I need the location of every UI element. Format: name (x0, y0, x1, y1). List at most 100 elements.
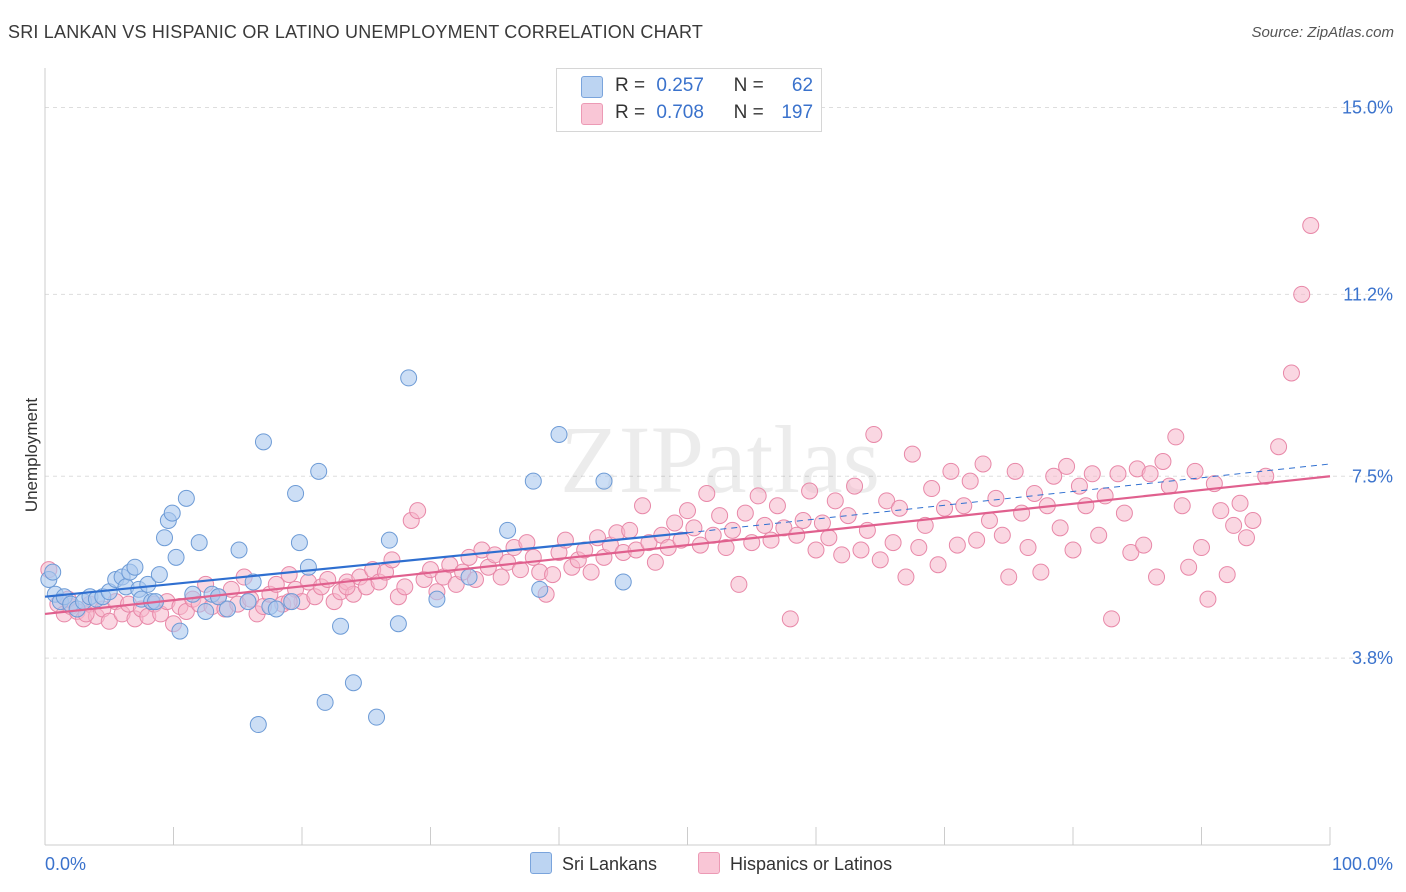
legend-label: Sri Lankans (562, 854, 658, 874)
legend-item-hispanics[interactable]: Hispanics or Latinos (698, 852, 892, 875)
legend-item-srilankans[interactable]: Sri Lankans (530, 852, 657, 875)
hispanic-point (980, 512, 998, 529)
hispanic-point (910, 539, 928, 557)
hispanic-point (672, 531, 690, 549)
hispanic-point (511, 561, 529, 579)
r-value: 0.257 (656, 75, 704, 96)
srilankan-point (249, 716, 267, 734)
hispanic-point (1032, 563, 1050, 581)
hispanic-point (820, 529, 838, 547)
srilankan-point (332, 617, 350, 635)
hispanic-point (1019, 539, 1037, 557)
hispanic-point (1212, 502, 1230, 520)
srilankan-point (244, 573, 262, 591)
hispanic-point (1090, 526, 1108, 544)
hispanic-point (1225, 516, 1243, 534)
srilankan-point (177, 489, 195, 507)
hispanic-point (1115, 504, 1133, 522)
hispanic-point (100, 612, 118, 630)
hispanic-point (813, 514, 831, 532)
hispanic-point (1270, 438, 1288, 456)
hispanic-point (280, 566, 298, 584)
legend-swatch-blue (581, 76, 603, 98)
hispanic-point (1237, 529, 1255, 547)
srilankan-point (524, 472, 542, 490)
hispanic-point (666, 514, 684, 532)
hispanic-point (1013, 504, 1031, 522)
hispanic-point (961, 472, 979, 490)
hispanic-point (1199, 590, 1217, 608)
hispanic-point (1025, 484, 1043, 502)
watermark: ZIPatlas (560, 406, 880, 513)
hispanic-point (993, 526, 1011, 544)
r-label: R = (615, 75, 646, 96)
srilankan-point (344, 674, 362, 692)
hispanic-point (987, 489, 1005, 507)
hispanic-point (1218, 566, 1236, 584)
n-value: 62 (791, 75, 814, 96)
srilankan-point (368, 708, 386, 726)
srilankan-trend-line (44, 531, 688, 598)
hispanic-point (807, 541, 825, 559)
srilankan-point (230, 541, 248, 559)
hispanic-point (871, 551, 889, 569)
hispanic-point (749, 487, 767, 505)
srilankan-point (184, 585, 202, 603)
srilankan-point (389, 615, 407, 633)
hispanic-point (878, 492, 896, 510)
hispanic-trend-line (44, 475, 1331, 616)
legend-swatch-pink (698, 852, 720, 874)
hispanic-point (865, 425, 883, 443)
hispanic-point (929, 556, 947, 574)
hispanic-point (698, 484, 716, 502)
hispanic-point (396, 578, 414, 596)
srilankan-point (44, 563, 62, 581)
hispanic-point (826, 492, 844, 510)
hispanic-point (1154, 453, 1172, 470)
hispanic-point (1122, 543, 1140, 561)
hispanic-point (1058, 457, 1076, 475)
y-tick-label: 11.2% (1343, 284, 1393, 304)
srilankan-point (126, 558, 144, 576)
hispanic-point (968, 531, 986, 549)
srilankan-point (400, 369, 418, 387)
srilankan-point (428, 590, 446, 608)
y-tick-label: 15.0% (1342, 98, 1393, 118)
hispanic-point (775, 519, 793, 537)
hispanic-point (1193, 539, 1210, 557)
hispanic-point (634, 497, 652, 515)
srilankan-point (150, 566, 168, 584)
hispanic-point (518, 534, 536, 552)
hispanic-point (1257, 467, 1275, 485)
r-value: 0.708 (656, 102, 704, 123)
hispanic-point (544, 566, 562, 584)
legend-swatch-blue (530, 852, 552, 874)
srilankan-point (595, 472, 613, 490)
hispanic-point (1173, 497, 1191, 515)
hispanic-point (1180, 558, 1198, 576)
srilankan-point (287, 484, 305, 502)
hispanic-point (1051, 519, 1069, 537)
srilankan-point (254, 433, 272, 451)
hispanic-point (730, 575, 748, 593)
hispanic-point (409, 502, 427, 520)
hispanic-point (1083, 465, 1101, 483)
srilankan-point (283, 593, 301, 611)
x-tick-label: 100.0% (1332, 854, 1393, 874)
srilankan-point (310, 462, 328, 480)
hispanic-point (1103, 610, 1121, 628)
hispanic-point (640, 534, 658, 552)
hispanic-point (1006, 462, 1024, 480)
srilankan-point (531, 580, 549, 598)
hispanic-point (711, 507, 729, 525)
hispanic-point (499, 553, 517, 571)
srilankan-point (460, 568, 478, 586)
hispanic-point (1302, 217, 1320, 234)
legend-swatch-pink (581, 103, 603, 125)
hispanic-point (621, 521, 639, 539)
srilankan-point (218, 600, 236, 618)
srilankan-point (380, 531, 398, 549)
hispanic-point (948, 536, 966, 554)
hispanic-point (833, 546, 851, 564)
hispanic-point (846, 477, 864, 495)
